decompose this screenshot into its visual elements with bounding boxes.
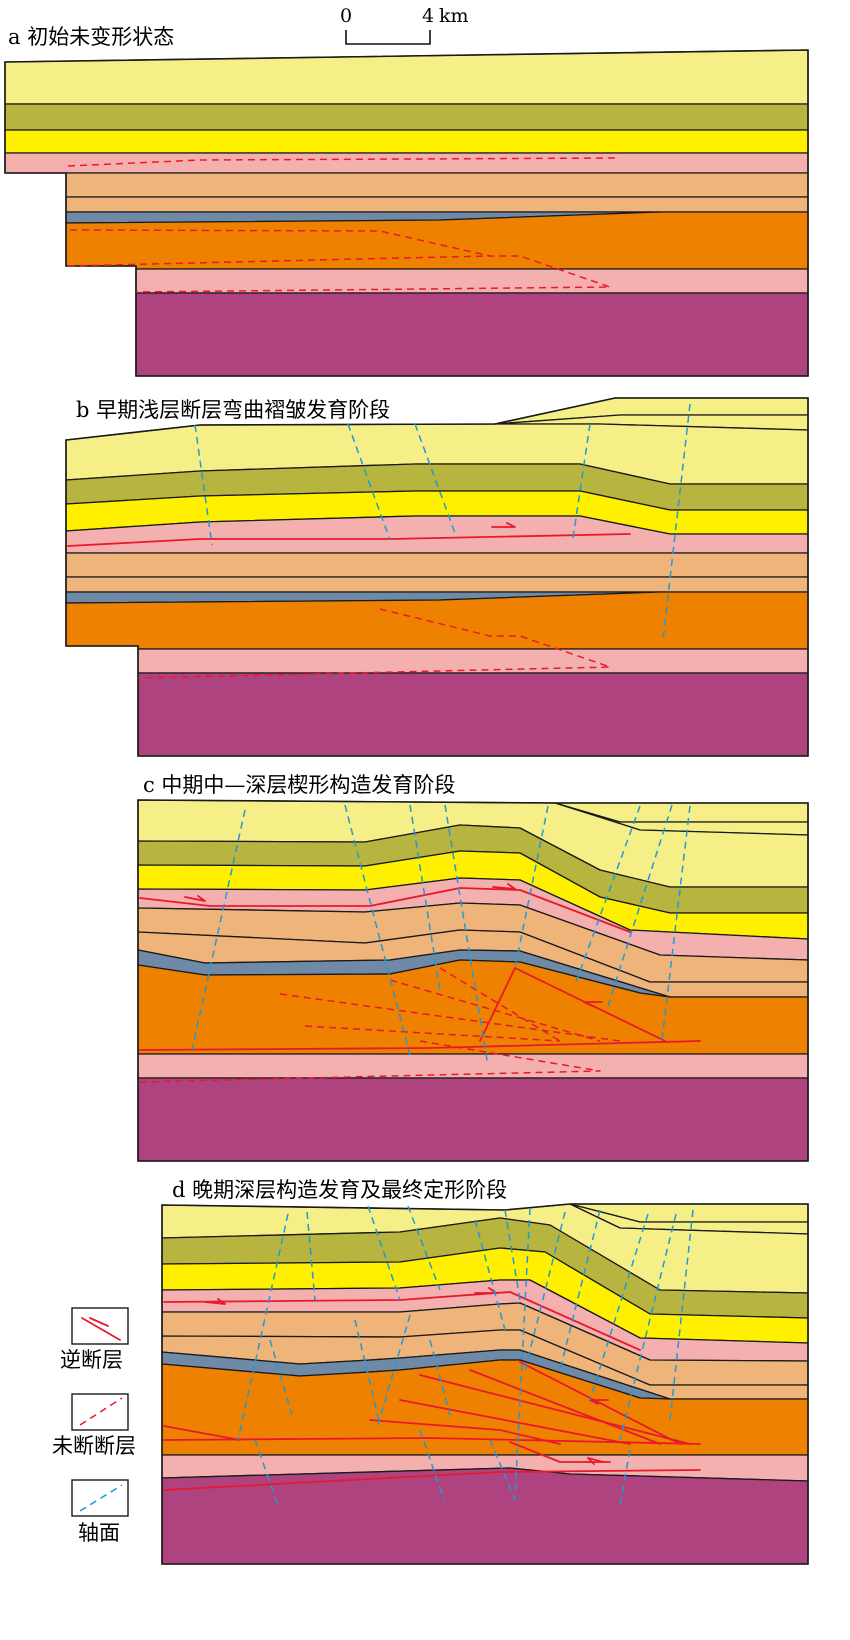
panel-d-thrust-fault-shallow <box>163 1291 641 1351</box>
panel-b-layer-5a <box>65 552 809 578</box>
panel-d-thrust-ramp-5 <box>369 1419 561 1445</box>
panel-d-thrust-ramp-3 <box>519 1361 681 1445</box>
panel-a-layer-8 <box>135 292 809 377</box>
panel-d-axial-surface-18 <box>419 1429 445 1501</box>
panel-b-layer-5b <box>65 576 809 593</box>
panel-c-thrust-arrow-2 <box>492 883 516 890</box>
panel-d-axial-surface-15 <box>619 1213 677 1441</box>
panel-c-axial-surface-4 <box>444 804 489 1067</box>
panel-c-outline <box>137 799 809 1162</box>
scale-bar-zero: 0 <box>340 5 352 27</box>
panel-a-layer-1 <box>4 49 809 105</box>
panel-b: b 早期浅层断层弯曲褶皱发育阶段 <box>65 397 809 757</box>
panel-d-thrust-fault-lower <box>509 1441 611 1463</box>
panel-d-axial-surface-3 <box>269 1339 293 1416</box>
thrust-fault-icon <box>81 1317 121 1341</box>
panel-a-layer-2 <box>4 103 809 131</box>
panel-d-axial-surface-13 <box>559 1209 601 1371</box>
panel-a-layer-4b <box>135 268 809 294</box>
panel-c-blind-fault-1 <box>279 993 621 1042</box>
legend-item-blind: 未断断层 <box>52 1393 136 1458</box>
panel-a-layer-3 <box>4 129 809 154</box>
thrust-fault-icon-arrow <box>89 1317 109 1327</box>
legend: 逆断层 未断断层 轴面 <box>52 1307 136 1545</box>
panel-a-layer-4 <box>4 152 809 174</box>
blind-fault-icon <box>79 1397 123 1426</box>
thrust-fault-icon-box <box>71 1307 129 1345</box>
panel-a-layer-5b <box>65 196 809 213</box>
panel-d-thrust-arrow-2 <box>474 1287 497 1294</box>
panel-d-thrust-ramp-4 <box>399 1399 631 1445</box>
panel-d-axial-surface-8 <box>429 1339 451 1416</box>
panel-b-axial-surface-5 <box>662 403 691 641</box>
panel-b-layer-8 <box>137 672 809 757</box>
panel-d-axial-surface-12 <box>524 1211 566 1371</box>
panel-c-axial-surface-6 <box>574 805 641 986</box>
scale-bar-unit: km <box>439 5 469 27</box>
panel-c-label: c 中期中—深层楔形构造发育阶段 <box>143 773 455 797</box>
panel-a-blind-fault-shallow <box>67 157 621 167</box>
panel-d-thrust-ramp-2 <box>469 1369 661 1445</box>
panel-d-thrust-fault-base <box>163 1469 701 1491</box>
panel-c-axial-surface-5 <box>514 805 549 969</box>
panel-b-axial-surface-3 <box>414 423 456 534</box>
panel-d-axial-surface-5 <box>354 1319 381 1426</box>
legend-thrust-label: 逆断层 <box>60 1348 123 1372</box>
panel-c-blind-fault-2 <box>389 979 601 1042</box>
panel-d-axial-surface-20 <box>619 1449 631 1506</box>
scale-bar: 0 4 km <box>340 5 469 45</box>
panel-c-layer-4b <box>137 1053 809 1079</box>
panel-b-layer-4b <box>137 648 809 674</box>
panel-c-axial-surface-1 <box>191 809 246 1051</box>
panel-c-thrust-arrow-1 <box>184 895 206 902</box>
panel-c-thrust-arrow-3 <box>583 1001 603 1007</box>
panel-d-thrust-arrow-1 <box>204 1298 226 1305</box>
panel-d-axial-surface-14 <box>589 1213 649 1401</box>
panel-c-thrust-fault-shallow <box>139 887 631 933</box>
panel-c-thrust-ramp-2 <box>479 967 516 1042</box>
panel-d-thrust-fault-deep <box>163 1437 701 1445</box>
panel-b-axial-surface-1 <box>194 424 213 546</box>
panel-a-layer-5a <box>65 172 809 198</box>
panel-d-label: d 晚期深层构造发育及最终定形阶段 <box>172 1178 507 1202</box>
panel-a-label: a 初始未变形状态 <box>8 25 174 49</box>
panel-d-axial-surface-4 <box>367 1205 401 1301</box>
panel-b-label: b 早期浅层断层弯曲褶皱发育阶段 <box>76 398 390 422</box>
panel-b-thrust-fault <box>67 533 631 547</box>
scale-bar-end: 4 <box>422 5 434 27</box>
panel-c-blind-fault-3 <box>304 1025 561 1042</box>
panel-d-layer-8 <box>161 1467 809 1565</box>
scale-bar-line <box>345 30 431 45</box>
panel-d-axial-surface-11 <box>514 1207 531 1498</box>
panel-b-thrust-arrow <box>491 522 516 528</box>
panel-a-blind-fault-deep-1 <box>69 229 611 293</box>
legend-item-thrust: 逆断层 <box>60 1307 129 1372</box>
panel-d-axial-surface-1 <box>237 1213 289 1441</box>
panel-c: c 中期中—深层楔形构造发育阶段 <box>137 773 809 1162</box>
panel-d-axial-surface-2 <box>306 1211 316 1301</box>
panel-d-thrust-ramp-1 <box>419 1374 691 1445</box>
panel-d-thrust-arrow-4 <box>587 1457 604 1465</box>
panel-d-thrust-ramp-6 <box>163 1425 241 1441</box>
panel-c-axial-surface-8 <box>661 805 691 1041</box>
panel-c-layer-8 <box>137 1077 809 1162</box>
panel-c-blind-fault-5 <box>139 1040 601 1083</box>
panel-b-axial-surface-2 <box>347 423 391 541</box>
panel-c-thrust-fault-deep <box>139 1040 701 1051</box>
panel-d: d 晚期深层构造发育及最终定形阶段 <box>161 1178 809 1565</box>
axial-surface-icon <box>79 1484 123 1512</box>
legend-axis-label: 轴面 <box>78 1521 120 1545</box>
panel-d-axial-surface-10 <box>504 1209 521 1301</box>
legend-item-axis: 轴面 <box>71 1479 129 1545</box>
panel-a: a 初始未变形状态 <box>4 25 809 377</box>
panel-a-blind-fault-deep-2 <box>67 255 491 267</box>
panel-c-axial-surface-3 <box>409 804 441 991</box>
legend-blind-label: 未断断层 <box>52 1434 136 1458</box>
panel-d-axial-surface-19 <box>489 1439 516 1501</box>
panel-b-blind-fault-deep-1 <box>137 608 611 679</box>
panel-d-axial-surface-6 <box>407 1205 441 1291</box>
panel-a-outline <box>4 49 809 377</box>
panel-b-axial-surface-4 <box>572 423 591 539</box>
